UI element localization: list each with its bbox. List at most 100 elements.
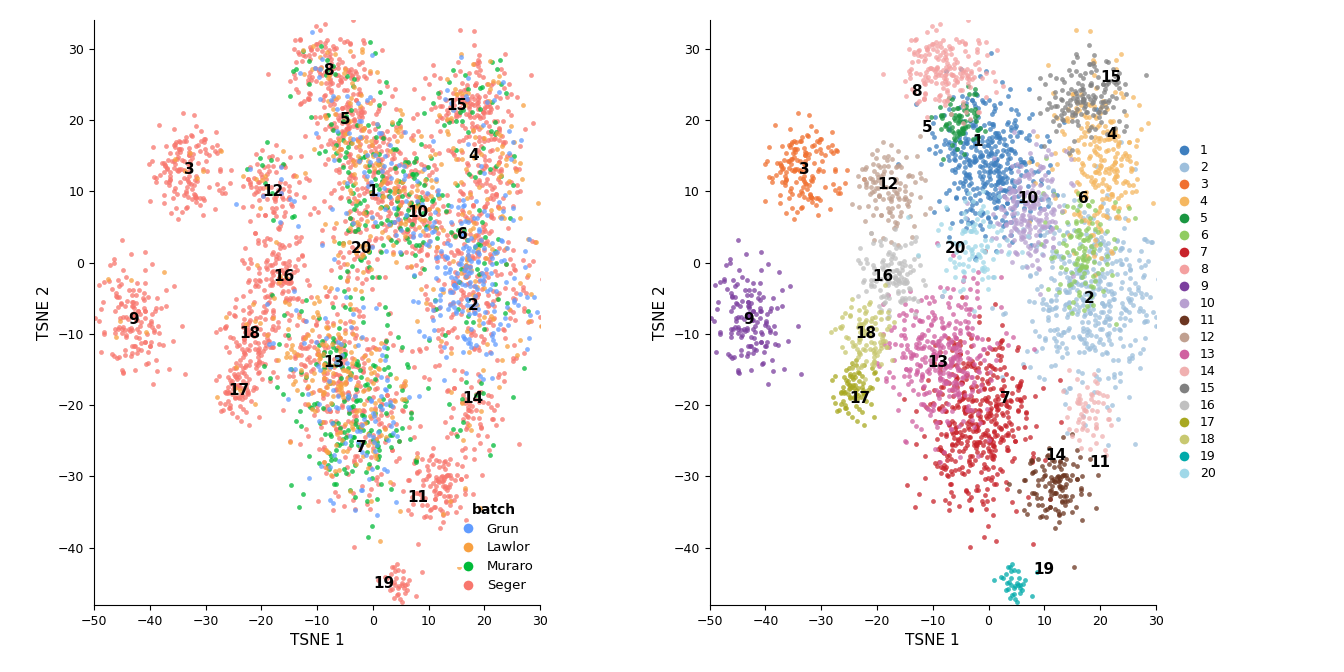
Seger: [289, 35, 310, 46]
16: [879, 247, 900, 257]
Seger: [450, 294, 472, 304]
Seger: [444, 383, 465, 394]
Seger: [336, 376, 358, 387]
12: [919, 203, 941, 214]
Lawlor: [386, 177, 407, 187]
3: [758, 142, 780, 153]
Seger: [493, 244, 515, 255]
7: [982, 369, 1004, 380]
Grun: [425, 273, 446, 284]
Seger: [347, 134, 368, 145]
Seger: [224, 302, 246, 312]
Seger: [145, 355, 167, 366]
2: [1089, 258, 1110, 269]
7: [984, 431, 1005, 442]
3: [824, 184, 845, 195]
Seger: [367, 575, 388, 586]
2: [1058, 255, 1079, 266]
Seger: [466, 89, 488, 100]
Seger: [456, 470, 477, 481]
11: [1028, 479, 1050, 490]
1: [991, 173, 1012, 183]
Lawlor: [353, 161, 375, 171]
Seger: [383, 130, 405, 141]
9: [739, 302, 761, 313]
Seger: [429, 91, 450, 102]
Lawlor: [470, 406, 492, 417]
13: [978, 341, 1000, 352]
2: [1067, 306, 1089, 317]
Seger: [341, 327, 363, 338]
16: [890, 257, 911, 268]
2: [1034, 374, 1055, 384]
1: [1000, 161, 1021, 172]
Seger: [392, 566, 414, 577]
Lawlor: [478, 95, 500, 106]
Grun: [386, 230, 407, 241]
Seger: [457, 417, 478, 428]
Seger: [320, 188, 341, 199]
Seger: [462, 200, 484, 211]
15: [1064, 110, 1086, 120]
18: [856, 306, 878, 317]
Seger: [425, 163, 446, 174]
Grun: [503, 294, 524, 305]
15: [1081, 78, 1102, 89]
Seger: [356, 73, 378, 84]
Seger: [317, 82, 339, 93]
Grun: [425, 253, 446, 263]
5: [948, 115, 969, 126]
1: [956, 169, 977, 180]
3: [771, 140, 793, 151]
Grun: [439, 287, 461, 298]
9: [723, 323, 745, 334]
Seger: [375, 423, 396, 433]
9: [727, 324, 749, 335]
Seger: [337, 469, 359, 480]
7: [962, 394, 984, 405]
15: [1094, 83, 1116, 94]
2: [1103, 371, 1125, 382]
Seger: [308, 346, 329, 357]
11: [1054, 458, 1075, 469]
7: [941, 416, 962, 427]
Seger: [325, 336, 347, 347]
10: [1043, 209, 1064, 220]
7: [969, 405, 991, 416]
7: [965, 381, 986, 392]
Lawlor: [314, 339, 336, 350]
4: [1085, 167, 1106, 177]
Seger: [509, 185, 531, 196]
15: [1083, 91, 1105, 102]
Seger: [171, 155, 192, 165]
13: [878, 367, 899, 378]
11: [1070, 485, 1091, 495]
2: [1043, 227, 1064, 238]
Seger: [292, 343, 313, 353]
10: [1023, 240, 1044, 251]
Seger: [398, 474, 419, 485]
Seger: [212, 405, 234, 415]
Seger: [238, 275, 259, 286]
Seger: [482, 167, 504, 178]
2: [1077, 341, 1098, 352]
Lawlor: [321, 469, 343, 480]
7: [939, 479, 961, 490]
4: [1122, 179, 1144, 190]
Seger: [106, 302, 128, 312]
Seger: [176, 173, 198, 184]
Seger: [473, 239, 495, 250]
9: [762, 366, 784, 376]
Seger: [368, 212, 390, 223]
7: [953, 363, 974, 374]
Seger: [239, 181, 261, 192]
9: [753, 347, 774, 358]
Lawlor: [415, 298, 437, 308]
12: [860, 182, 882, 193]
Muraro: [482, 439, 504, 450]
2: [1148, 274, 1169, 285]
Seger: [535, 127, 556, 138]
Seger: [245, 279, 266, 290]
Seger: [505, 187, 527, 198]
Seger: [356, 132, 378, 142]
